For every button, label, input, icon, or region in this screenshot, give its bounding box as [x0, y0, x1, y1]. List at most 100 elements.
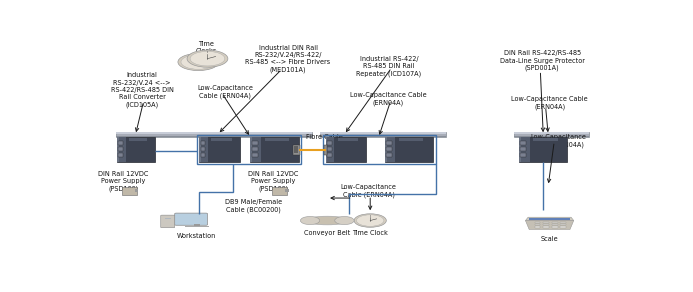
Text: Time
Clocks: Time Clocks [195, 41, 216, 54]
Bar [320, 132, 446, 137]
Bar [399, 138, 423, 141]
Text: Low-Capacitance
Cable (ERN04A): Low-Capacitance Cable (ERN04A) [198, 85, 253, 99]
Bar [116, 132, 312, 134]
Text: Industrial DIN Rail
RS-232/V.24/RS-422/
RS-485 <--> Fibre Drivers
(MED101A): Industrial DIN Rail RS-232/V.24/RS-422/ … [245, 44, 331, 73]
Text: Low-Capacitance Cable
(ERN04A): Low-Capacitance Cable (ERN04A) [511, 96, 588, 110]
Bar [200, 153, 205, 157]
Bar [519, 137, 568, 162]
Bar [534, 226, 541, 228]
Bar [252, 141, 258, 145]
Bar [324, 145, 327, 155]
Bar [200, 137, 209, 162]
Bar [561, 224, 566, 225]
Text: Low-Capacitance
Cable (ERN04A): Low-Capacitance Cable (ERN04A) [341, 185, 396, 198]
Bar [326, 137, 327, 162]
Bar [327, 141, 332, 145]
Text: Scale: Scale [541, 236, 559, 241]
Bar [534, 138, 558, 141]
Text: Fibre Cable: Fibre Cable [306, 134, 342, 140]
Bar [295, 147, 298, 153]
Circle shape [190, 51, 225, 66]
Bar [534, 224, 541, 225]
Bar [252, 147, 258, 151]
Bar [200, 141, 205, 145]
Bar [519, 137, 521, 162]
Bar [117, 137, 155, 162]
Bar [121, 187, 137, 195]
Text: Industrial RS-422/
RS-485 DIN Rail
Repeater (ICD107A): Industrial RS-422/ RS-485 DIN Rail Repea… [356, 55, 421, 77]
Bar [386, 147, 392, 151]
Text: Low-Capacitance
Cable (ERN04A): Low-Capacitance Cable (ERN04A) [530, 134, 586, 147]
Text: DIN Rail 12VDC
Power Supply
(PSD100): DIN Rail 12VDC Power Supply (PSD100) [248, 171, 299, 192]
Bar [552, 224, 558, 225]
Bar [272, 187, 287, 195]
Bar [327, 153, 332, 157]
Text: Workstation: Workstation [177, 233, 216, 239]
Bar [117, 137, 119, 162]
Text: DB9 Male/Female
Cable (BC00200): DB9 Male/Female Cable (BC00200) [225, 199, 281, 213]
Bar [534, 222, 541, 223]
FancyBboxPatch shape [161, 215, 175, 228]
Circle shape [187, 50, 228, 67]
Circle shape [300, 216, 319, 225]
Bar [119, 147, 123, 151]
Bar [552, 226, 558, 228]
Bar [193, 224, 200, 226]
Bar [514, 132, 589, 137]
Bar [116, 132, 312, 137]
Bar [385, 137, 395, 162]
Bar [252, 153, 258, 157]
Bar [514, 136, 589, 137]
Bar [323, 135, 436, 164]
Text: DIN Rail RS-422/RS-485
Data-Line Surge Protector
(SPD001A): DIN Rail RS-422/RS-485 Data-Line Surge P… [500, 51, 585, 72]
Text: DIN Rail 12VDC
Power Supply
(PSD100): DIN Rail 12VDC Power Supply (PSD100) [98, 171, 148, 192]
Bar [520, 141, 526, 145]
Bar [135, 189, 138, 192]
Bar [543, 226, 549, 228]
Bar [327, 147, 332, 151]
Bar [200, 137, 240, 162]
Bar [250, 137, 252, 162]
Bar [543, 224, 549, 225]
Bar [519, 137, 529, 162]
Bar [116, 136, 312, 137]
Bar [250, 137, 299, 162]
Bar [529, 218, 570, 220]
Text: Low-Capacitance Cable
(ERN04A): Low-Capacitance Cable (ERN04A) [350, 92, 427, 106]
Bar [552, 222, 558, 223]
Bar [385, 137, 433, 162]
Circle shape [181, 55, 216, 69]
Ellipse shape [306, 216, 349, 225]
Bar [386, 141, 392, 145]
Bar [543, 222, 549, 223]
Bar [337, 138, 358, 141]
Bar [185, 226, 209, 227]
Circle shape [354, 214, 386, 227]
Bar [128, 138, 148, 141]
Circle shape [178, 53, 219, 71]
Text: Conveyor Belt: Conveyor Belt [304, 230, 351, 236]
Bar [286, 189, 288, 192]
Bar [385, 137, 387, 162]
Bar [293, 145, 300, 155]
Bar [320, 132, 446, 134]
Bar [200, 147, 205, 151]
Bar [265, 138, 289, 141]
Bar [250, 137, 261, 162]
Bar [326, 137, 335, 162]
Bar [197, 135, 301, 164]
Polygon shape [525, 220, 574, 230]
Bar [561, 222, 566, 223]
Bar [561, 226, 566, 228]
Bar [520, 147, 526, 151]
Bar [119, 141, 123, 145]
Bar [119, 153, 123, 157]
Bar [326, 137, 366, 162]
Circle shape [356, 215, 384, 226]
Bar [514, 132, 589, 134]
Bar [164, 218, 171, 219]
Text: Time Clock: Time Clock [352, 230, 388, 236]
Text: Industrial
RS-232/V.24 <-->
RS-422/RS-485 DIN
Rail Converter
(ICD105A): Industrial RS-232/V.24 <--> RS-422/RS-48… [110, 72, 173, 108]
Bar [520, 153, 526, 157]
Bar [200, 137, 201, 162]
